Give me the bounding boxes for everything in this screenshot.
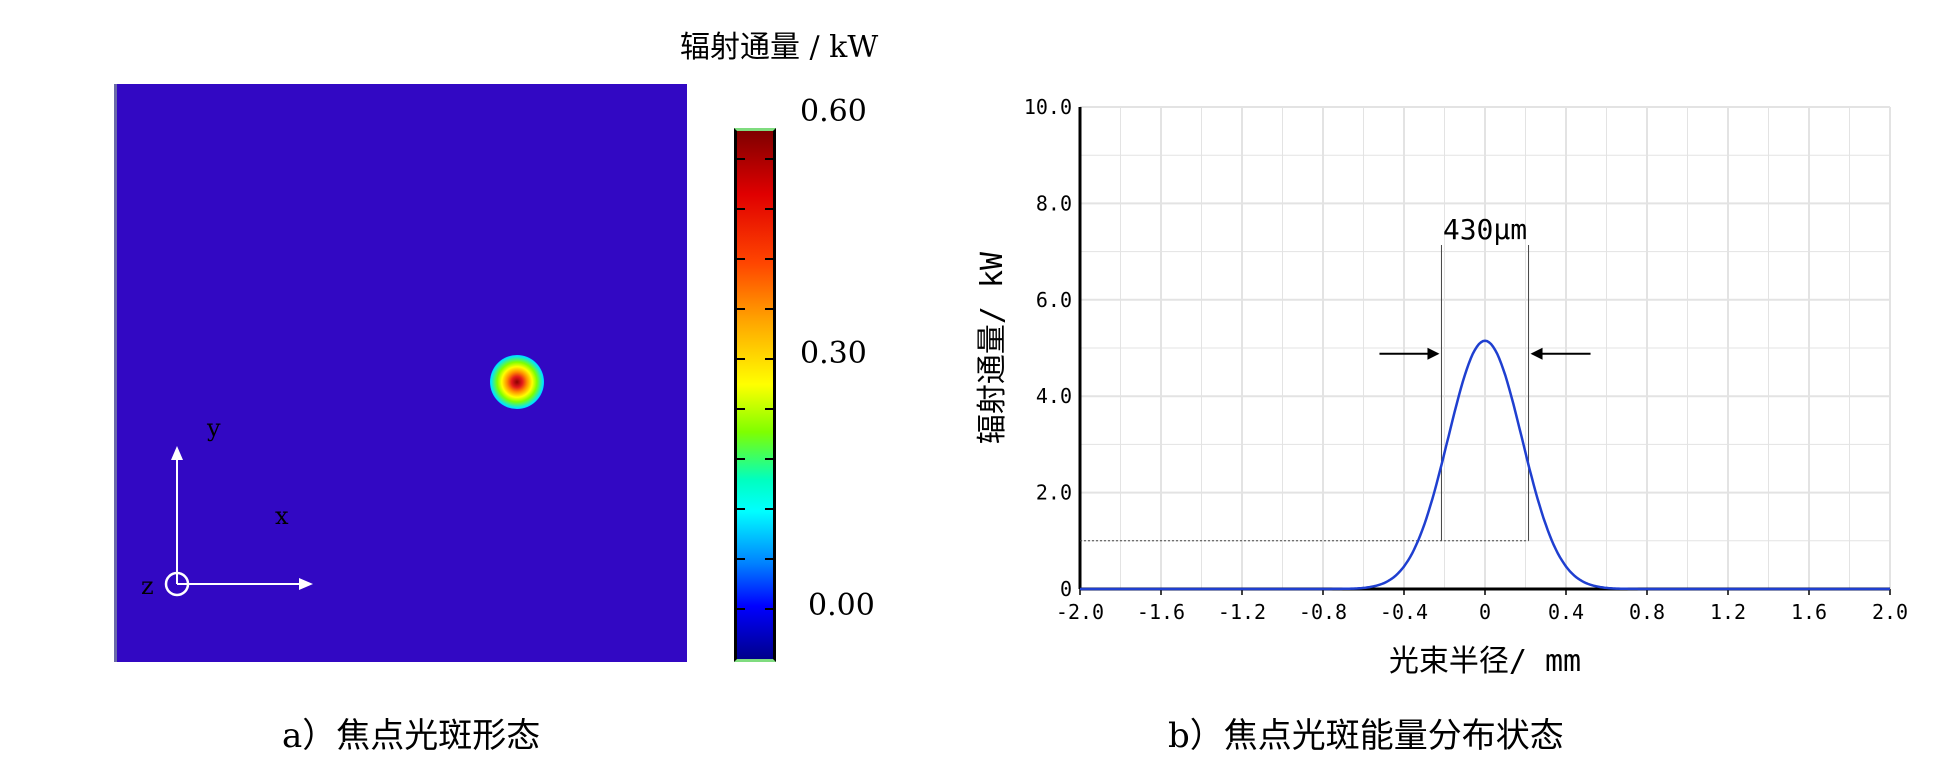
x-tick-label: 1.6 <box>1791 600 1827 624</box>
x-tick-label: 0 <box>1479 600 1491 624</box>
coordinate-axes <box>164 446 313 597</box>
colorbar-title: 辐射通量 / kW <box>680 30 879 65</box>
colorbar-ticks <box>734 128 776 662</box>
fwhm-annotation: 430μm <box>1443 213 1527 246</box>
colorbar-label-min: 0.00 <box>808 588 875 623</box>
x-tick-label: -1.2 <box>1218 600 1266 624</box>
x-tick-label: 2.0 <box>1872 600 1908 624</box>
y-tick-label: 10.0 <box>1024 95 1072 119</box>
x-tick-label: -2.0 <box>1056 600 1104 624</box>
colorbar <box>734 128 776 662</box>
y-tick-label: 4.0 <box>1036 384 1072 408</box>
x-axis-label: 光束半径/ mm <box>1389 644 1581 679</box>
arrow-right-head <box>1530 347 1543 360</box>
focal-spot-heatmap: y x z <box>114 84 687 662</box>
arrow-left-head <box>1427 347 1440 360</box>
y-axis-label: 辐射通量/ kW <box>975 251 1010 444</box>
energy-distribution-chart: -2.0 -1.6 -1.2 -0.8 -0.4 0 0.4 0.8 1.2 1.6 2.0 0 2.0… <box>975 95 1908 679</box>
x-tick-label: 1.2 <box>1710 600 1746 624</box>
left-caption: a）焦点光斑形态 <box>282 716 541 756</box>
x-tick-label: -1.6 <box>1137 600 1185 624</box>
x-tick-label: 0.8 <box>1629 600 1665 624</box>
axis-label-z: z <box>141 572 154 600</box>
y-axis-arrowhead <box>171 446 183 460</box>
focal-spot <box>490 355 544 409</box>
axis-label-y: y <box>207 414 221 442</box>
colorbar-label-max: 0.60 <box>800 94 867 129</box>
y-tick-label: 0 <box>1060 577 1072 601</box>
y-tick-label: 8.0 <box>1036 191 1072 215</box>
x-tick-label: 0.4 <box>1548 600 1584 624</box>
axis-label-x: x <box>275 502 289 530</box>
x-tick-label: -0.8 <box>1299 600 1347 624</box>
colorbar-label-mid: 0.30 <box>800 336 867 371</box>
y-tick-label: 6.0 <box>1036 288 1072 312</box>
x-tick-label: -0.4 <box>1380 600 1428 624</box>
x-axis-arrowhead <box>299 578 313 590</box>
y-tick-label: 2.0 <box>1036 481 1072 505</box>
series-line <box>1080 339 1890 591</box>
z-axis-circle <box>164 571 190 597</box>
right-caption: b）焦点光斑能量分布状态 <box>1168 716 1564 756</box>
